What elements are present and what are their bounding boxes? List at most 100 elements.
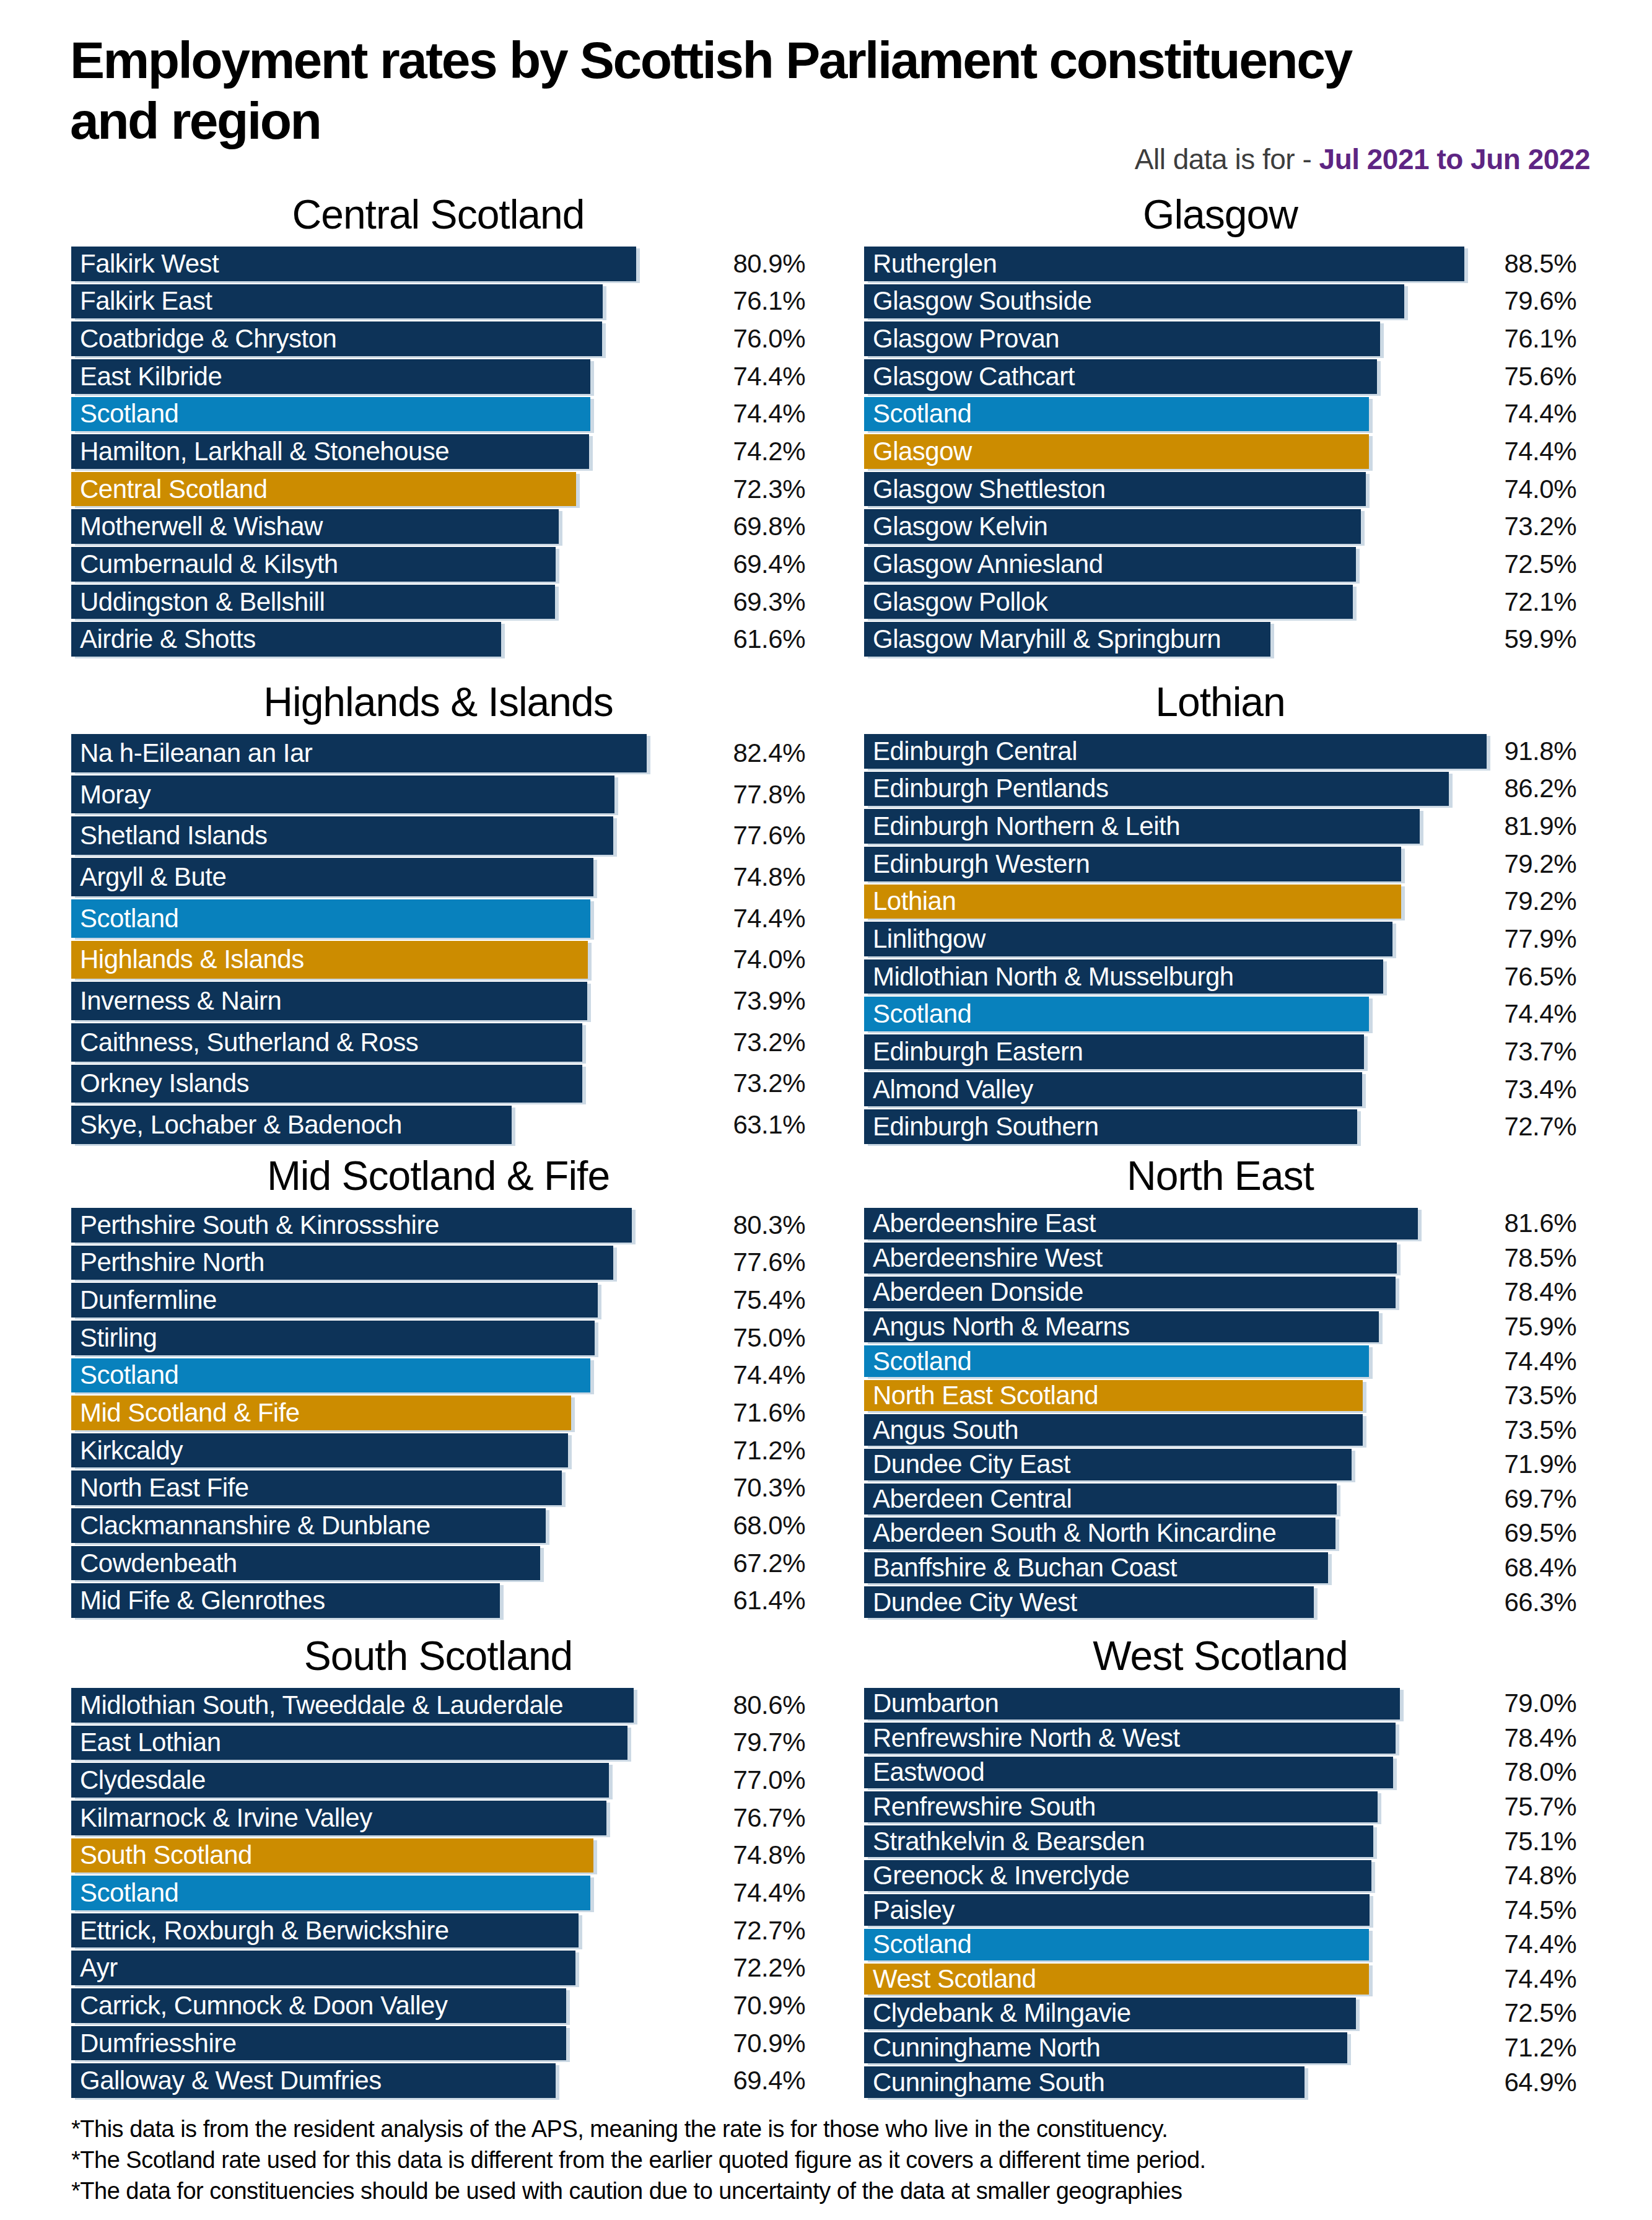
bar-row: Midlothian South, Tweeddale & Lauderdale… <box>71 1688 805 1723</box>
bar-row: Inverness & Nairn73.9% <box>71 982 805 1020</box>
footnote-3: *The data for constituencies should be u… <box>71 2175 1206 2206</box>
constituency-bar: Uddingston & Bellshill <box>71 585 555 619</box>
bar-value: 75.0% <box>733 1323 805 1353</box>
bar-group: Midlothian South, Tweeddale & Lauderdale… <box>71 1688 805 2098</box>
bar-row: North East Scotland73.5% <box>864 1380 1576 1412</box>
bar-label: Angus South <box>864 1415 1018 1445</box>
bar-label: Glasgow Cathcart <box>864 362 1075 391</box>
bar-row: Perthshire North77.6% <box>71 1246 805 1280</box>
bar-value: 71.9% <box>1504 1449 1576 1479</box>
bar-row: North East Fife70.3% <box>71 1471 805 1505</box>
bar-label: Edinburgh Western <box>864 849 1090 879</box>
page-title: Employment rates by Scottish Parliament … <box>70 30 1352 152</box>
bar-value: 72.5% <box>1504 1998 1576 2028</box>
constituency-bar: Dumbarton <box>864 1688 1400 1720</box>
bar-label: Strathkelvin & Bearsden <box>864 1827 1145 1856</box>
bar-label: Clydesdale <box>71 1765 206 1795</box>
infographic-page: Employment rates by Scottish Parliament … <box>0 0 1652 2220</box>
subtitle-period: Jul 2021 to Jun 2022 <box>1319 143 1590 175</box>
bar-label: Na h-Eileanan an Iar <box>71 738 312 768</box>
bar-row: West Scotland74.4% <box>864 1964 1576 1995</box>
bar-value: 70.9% <box>733 2029 805 2058</box>
bar-value: 78.4% <box>1504 1277 1576 1307</box>
bar-value: 74.4% <box>1504 1347 1576 1376</box>
bar-row: Midlothian North & Musselburgh76.5% <box>864 959 1576 994</box>
constituency-bar: Perthshire South & Kinrossshire <box>71 1208 632 1243</box>
bar-label: Falkirk East <box>71 286 212 316</box>
bar-label: Mid Fife & Glenrothes <box>71 1586 325 1615</box>
bar-row: Shetland Islands77.6% <box>71 816 805 855</box>
bar-row: Falkirk East76.1% <box>71 284 805 319</box>
bar-group: Aberdeenshire East81.6%Aberdeenshire Wes… <box>864 1208 1576 1618</box>
bar-row: Central Scotland72.3% <box>71 472 805 507</box>
region-bar: North East Scotland <box>864 1380 1363 1412</box>
bar-row: Dumfriesshire 70.9% <box>71 2026 805 2061</box>
region-bar: South Scotland <box>71 1838 593 1873</box>
constituency-bar: Caithness, Sutherland & Ross <box>71 1023 582 1062</box>
constituency-bar: Dundee City West <box>864 1586 1314 1618</box>
bar-row: Glasgow 74.4% <box>864 434 1576 469</box>
region-bar: Highlands & Islands <box>71 941 588 979</box>
bar-value: 80.6% <box>733 1690 805 1720</box>
bar-row: Scotland74.4% <box>71 397 805 432</box>
region-chart: West ScotlandDumbarton79.0%Renfrewshire … <box>864 1623 1576 2098</box>
bar-row: Scotland74.4% <box>864 1345 1576 1377</box>
bar-label: Almond Valley <box>864 1075 1033 1104</box>
bar-label: Mid Scotland & Fife <box>71 1398 300 1428</box>
region-chart: Central ScotlandFalkirk West80.9%Falkirk… <box>71 181 805 657</box>
bar-value: 61.6% <box>733 624 805 654</box>
bar-value: 61.4% <box>733 1586 805 1615</box>
bar-value: 74.4% <box>1504 437 1576 466</box>
page-title-line1: Employment rates by Scottish Parliament … <box>70 31 1352 89</box>
bar-row: Scotland74.4% <box>864 997 1576 1031</box>
bar-value: 74.8% <box>733 862 805 892</box>
bar-row: Mid Scotland & Fife71.6% <box>71 1396 805 1430</box>
bar-label: Falkirk West <box>71 249 219 279</box>
bar-value: 72.2% <box>733 1953 805 1983</box>
bar-row: Carrick, Cumnock & Doon Valley70.9% <box>71 1988 805 2023</box>
bar-value: 71.2% <box>1504 2033 1576 2063</box>
constituency-bar: Aberdeen Donside <box>864 1277 1396 1308</box>
bar-label: Angus North & Mearns <box>864 1312 1130 1342</box>
bar-row: Dumbarton 79.0% <box>864 1688 1576 1720</box>
bar-label: West Scotland <box>864 1964 1036 1994</box>
bar-label: Scotland <box>71 1360 178 1390</box>
bar-row: Glasgow Cathcart75.6% <box>864 359 1576 394</box>
bar-value: 76.7% <box>733 1803 805 1833</box>
constituency-bar: East Lothian <box>71 1726 627 1760</box>
bar-label: Linlithgow <box>864 924 986 954</box>
bar-label: Cunninghame North <box>864 2033 1100 2063</box>
bar-label: Greenock & Inverclyde <box>864 1861 1129 1890</box>
region-bar: Glasgow <box>864 434 1369 469</box>
bar-value: 79.7% <box>733 1728 805 1757</box>
bar-label: Midlothian South, Tweeddale & Lauderdale <box>71 1690 563 1720</box>
bar-label: South Scotland <box>71 1840 252 1870</box>
bar-value: 74.2% <box>733 437 805 466</box>
scotland-bar: Scotland <box>71 1876 590 1910</box>
bar-row: Argyll & Bute74.8% <box>71 858 805 896</box>
bar-row: Scotland74.4% <box>71 899 805 938</box>
constituency-bar: Midlothian North & Musselburgh <box>864 959 1383 994</box>
constituency-bar: Midlothian South, Tweeddale & Lauderdale <box>71 1688 634 1723</box>
bar-row: Stirling75.0% <box>71 1321 805 1355</box>
bar-label: Glasgow Provan <box>864 324 1059 354</box>
bar-value: 74.5% <box>1504 1895 1576 1925</box>
bar-label: Scotland <box>864 1929 971 1959</box>
chart-title: North East <box>864 1143 1576 1208</box>
bar-label: Clydebank & Milngavie <box>864 1998 1131 2028</box>
region-chart: Mid Scotland & Fife Perthshire South & Ki… <box>71 1143 805 1618</box>
bar-row: Strathkelvin & Bearsden75.1% <box>864 1825 1576 1857</box>
bar-row: East Kilbride74.4% <box>71 359 805 394</box>
bar-label: Dumfriesshire <box>71 2029 237 2058</box>
bar-value: 73.9% <box>733 986 805 1016</box>
bar-value: 91.8% <box>1504 736 1576 766</box>
bar-label: Cowdenbeath <box>71 1549 237 1578</box>
bar-value: 79.2% <box>1504 886 1576 916</box>
region-bar: Lothian <box>864 885 1401 919</box>
bar-label: Glasgow Kelvin <box>864 512 1047 541</box>
bar-value: 74.0% <box>1504 474 1576 504</box>
bar-row: Glasgow Provan76.1% <box>864 321 1576 356</box>
bar-value: 73.2% <box>733 1068 805 1098</box>
bar-value: 79.0% <box>1504 1689 1576 1718</box>
bar-value: 74.4% <box>733 1360 805 1390</box>
